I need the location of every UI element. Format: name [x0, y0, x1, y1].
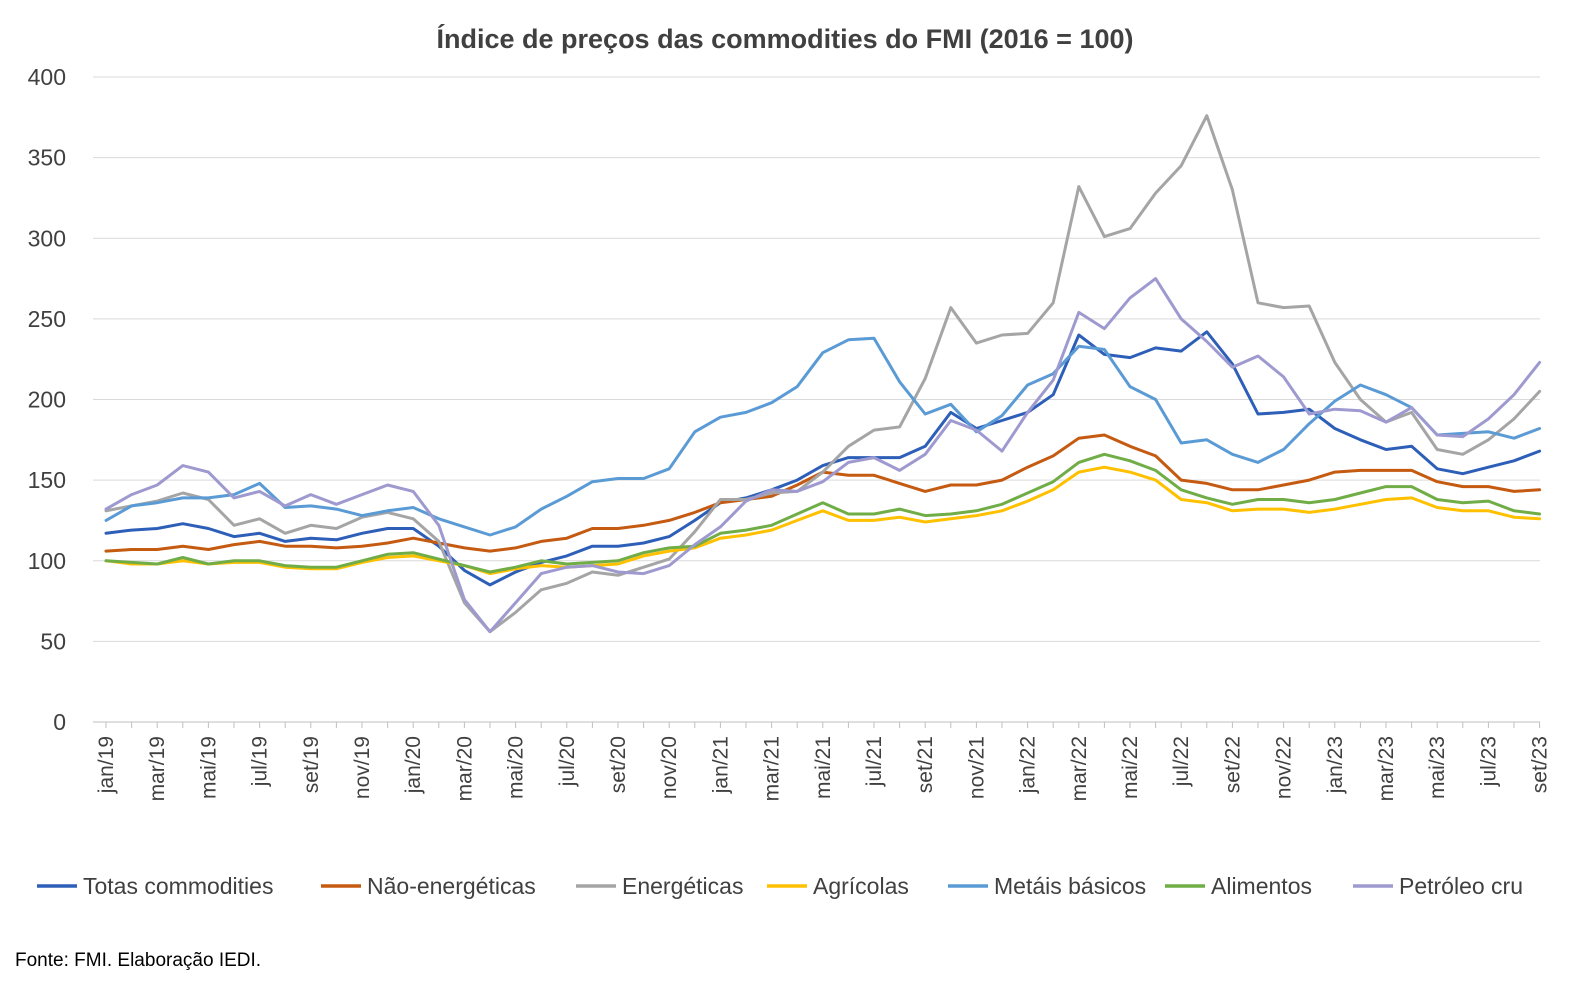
legend-label-2: Energéticas [622, 873, 743, 899]
x-tick-label: mai/19 [197, 736, 220, 799]
legend-label-6: Petróleo cru [1399, 873, 1523, 899]
legend-label-5: Alimentos [1211, 873, 1312, 899]
x-tick-label: jan/23 [1324, 736, 1347, 794]
series-lines [104, 114, 1542, 634]
y-tick-label: 300 [28, 225, 66, 251]
chart-title: Índice de preços das commodities do FMI … [437, 23, 1134, 54]
series-line-1 [104, 433, 1542, 553]
x-tick-label: jul/21 [863, 736, 886, 787]
series-line-4 [104, 336, 1542, 537]
x-tick-label: jul/23 [1477, 736, 1500, 787]
y-tick-label: 200 [28, 387, 66, 413]
x-tick-label: mai/21 [812, 736, 835, 799]
series-line-2 [104, 114, 1542, 634]
x-tick-label: nov/22 [1273, 736, 1296, 799]
x-tick-label: mar/23 [1375, 736, 1398, 801]
x-tick-label: jan/19 [95, 736, 118, 794]
legend-label-4: Metáis básicos [994, 873, 1146, 899]
x-tick-label: nov/20 [658, 736, 681, 799]
x-tick-label: nov/19 [351, 736, 374, 799]
y-tick-label: 100 [28, 548, 66, 574]
x-tick-label: set/22 [1221, 736, 1244, 793]
x-tick-label: set/20 [607, 736, 630, 793]
x-tick-label: nov/21 [965, 736, 988, 799]
y-tick-label: 0 [53, 709, 66, 735]
x-tick-label: jan/20 [402, 736, 425, 794]
x-tick-label: mai/22 [1119, 736, 1142, 799]
x-tick-label: jan/21 [709, 736, 732, 794]
legend: Totas commodities Não-energéticas Energéti… [37, 873, 1523, 899]
x-tick-label: jul/22 [1170, 736, 1193, 787]
series-line-3 [104, 465, 1542, 576]
x-tick-label: jan/22 [1017, 736, 1040, 794]
source-note: Fonte: FMI. Elaboração IEDI. [15, 950, 262, 971]
y-axis: 0 50 100 150 200 250 300 350 400 [28, 64, 66, 735]
x-tick-label: mar/21 [761, 736, 784, 801]
x-tick-label: set/21 [914, 736, 937, 793]
series-line-5 [104, 452, 1542, 574]
x-tick-label: jul/20 [556, 736, 579, 787]
x-tick-label: mar/20 [453, 736, 476, 801]
x-tick-label: mai/23 [1426, 736, 1449, 799]
series-line-6 [104, 277, 1542, 634]
x-tick-label: mai/20 [505, 736, 528, 799]
x-axis: jan/19 mar/19 mai/19 jul/19 set/19 nov/19 jan/… [93, 721, 1552, 801]
legend-label-3: Agrícolas [813, 873, 909, 899]
x-tick-label: set/19 [300, 736, 323, 793]
legend-label-0: Totas commodities [83, 873, 273, 899]
x-tick-label: set/23 [1529, 736, 1552, 793]
x-tick-label: mar/22 [1068, 736, 1091, 801]
x-tick-label: jul/19 [249, 736, 272, 787]
y-tick-label: 50 [40, 628, 66, 654]
y-tick-label: 150 [28, 467, 66, 493]
y-tick-label: 250 [28, 306, 66, 332]
legend-label-1: Não-energéticas [367, 873, 536, 899]
gridlines [93, 76, 1540, 642]
y-tick-label: 350 [28, 145, 66, 171]
y-tick-label: 400 [28, 64, 66, 90]
x-tick-label: mar/19 [146, 736, 169, 801]
series-line-0 [104, 330, 1542, 587]
